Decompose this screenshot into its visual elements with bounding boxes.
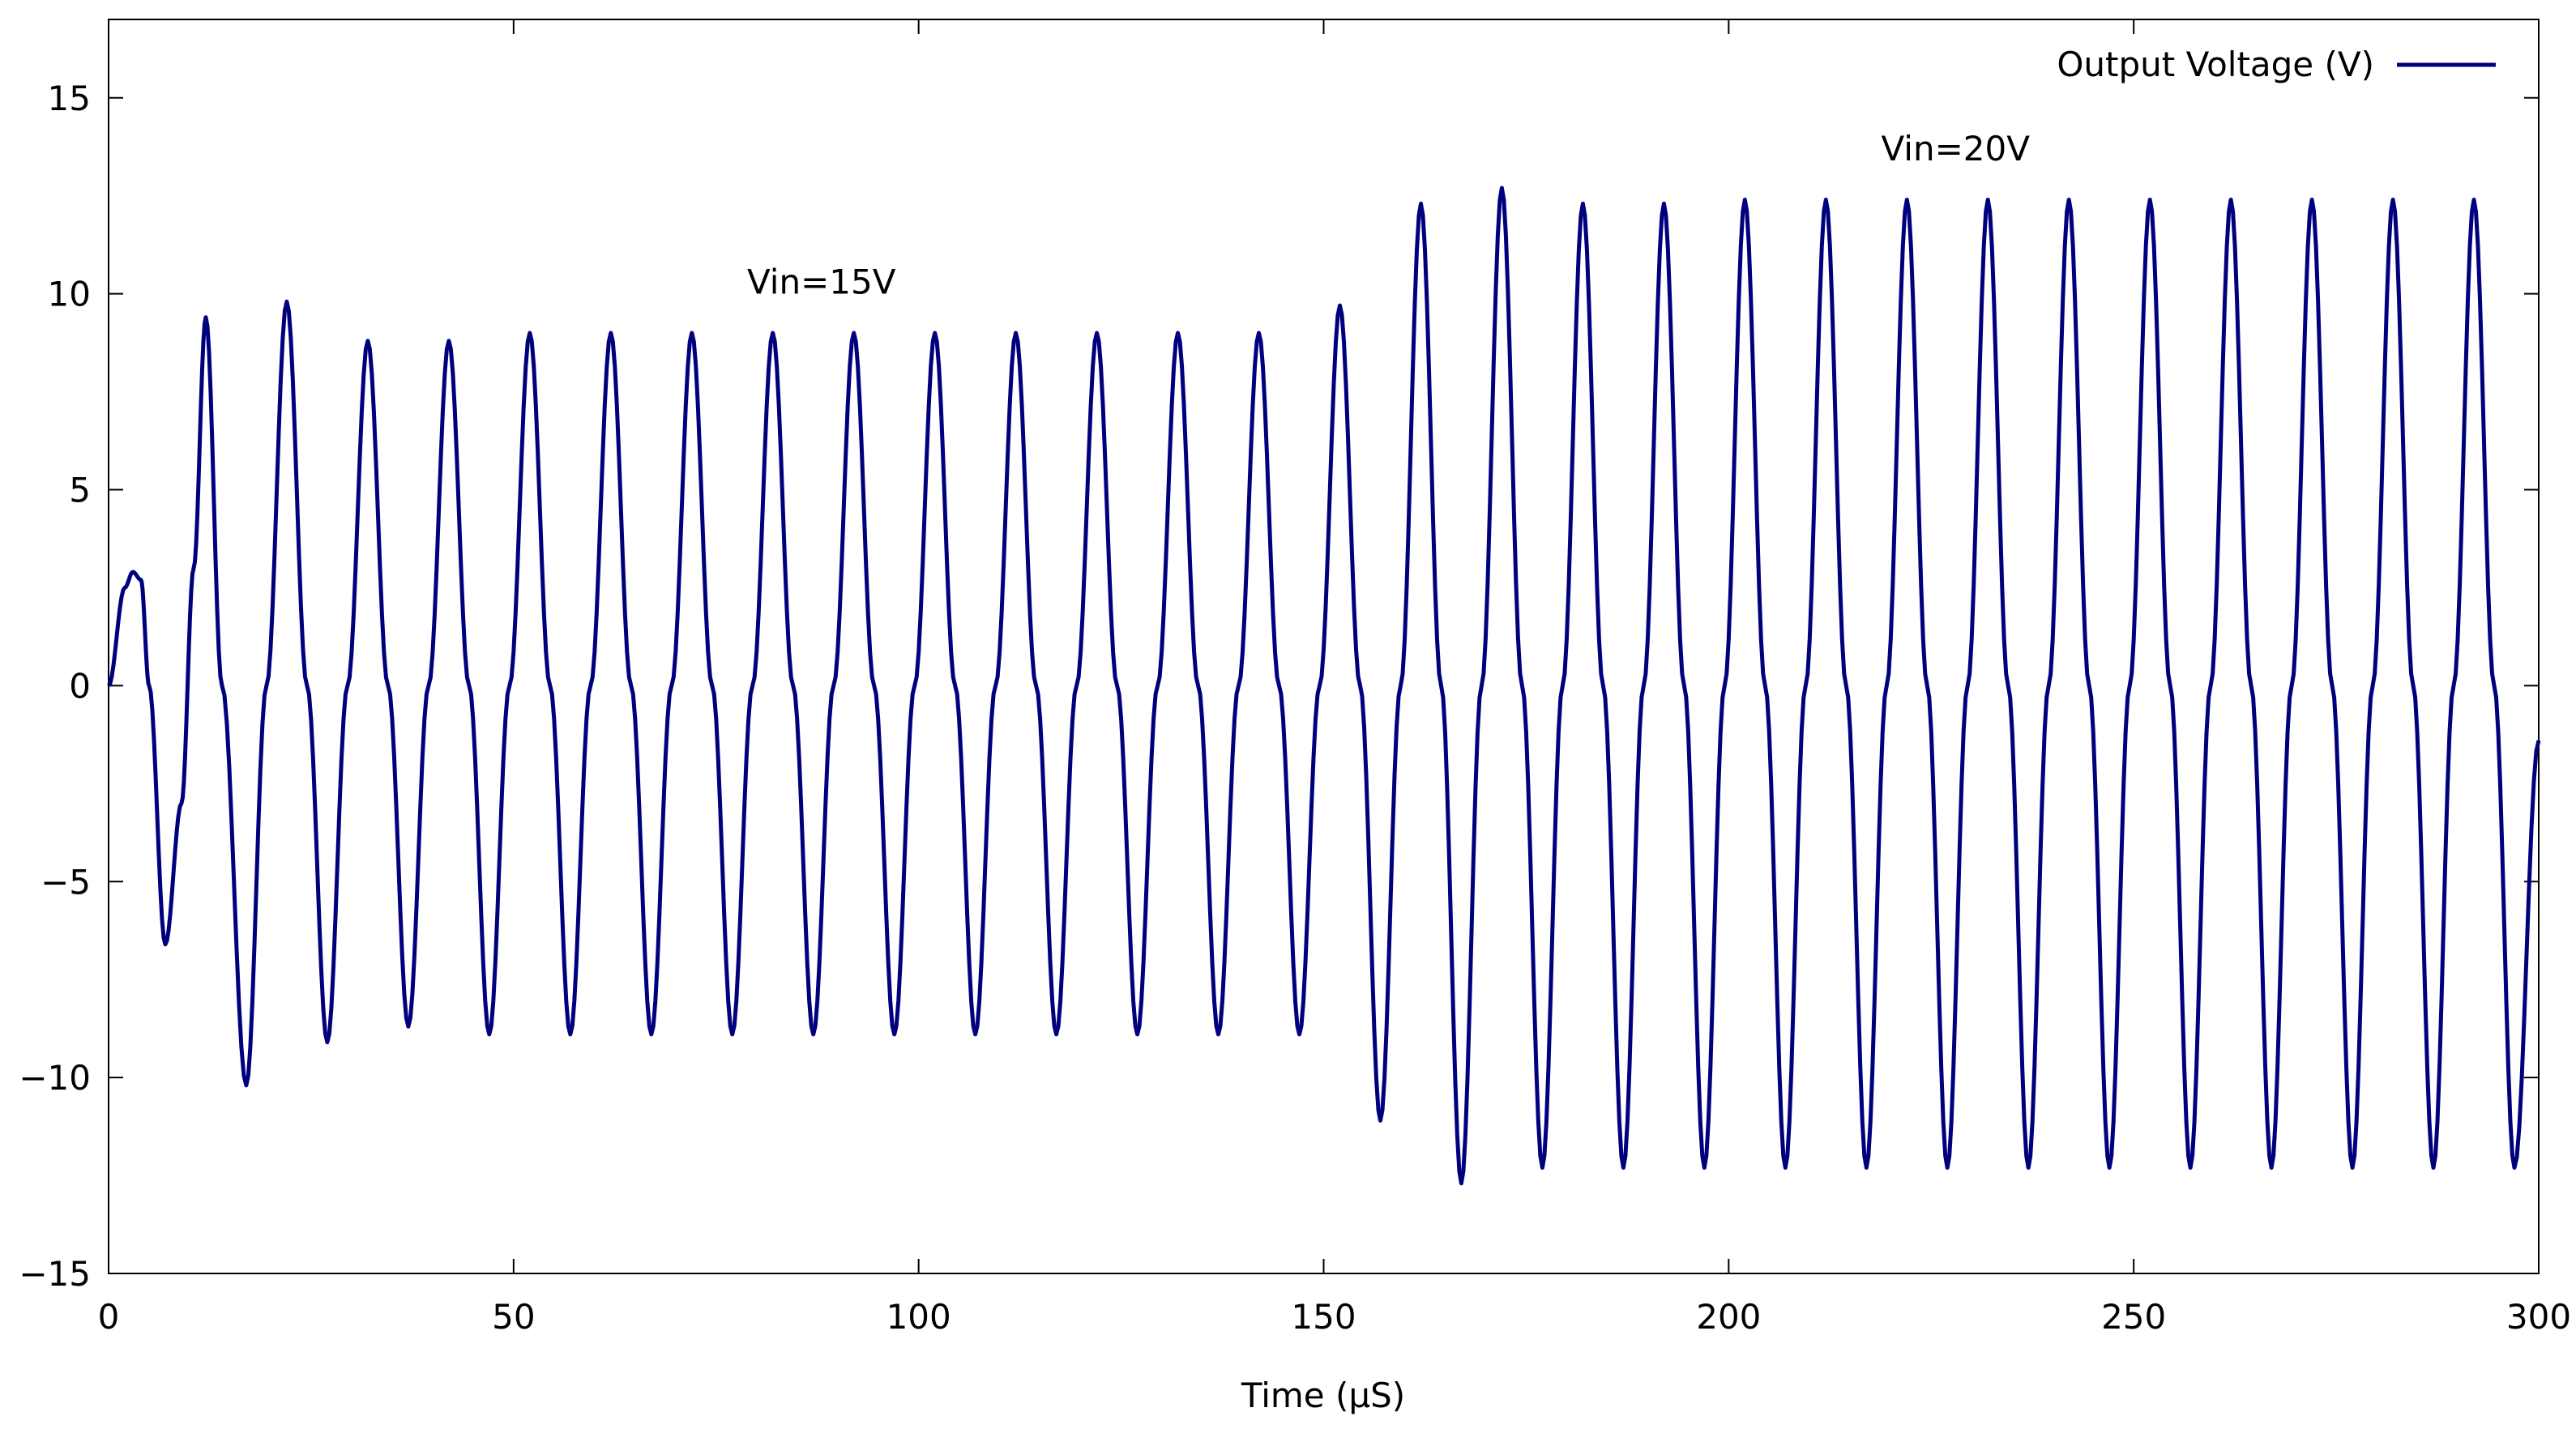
legend: Output Voltage (V) [2057, 45, 2496, 84]
x-axis-label: Time (μS) [1241, 1376, 1405, 1415]
y-tick-label: −10 [19, 1058, 91, 1098]
y-tick-label: 0 [69, 666, 91, 706]
annotation-label: Vin=15V [747, 262, 896, 302]
y-tick-label: 5 [69, 471, 91, 510]
x-tick-label: 300 [2506, 1297, 2571, 1337]
x-tick-label: 250 [2101, 1297, 2166, 1337]
y-tick-label: 10 [48, 275, 91, 314]
x-tick-label: 150 [1291, 1297, 1356, 1337]
x-tick-label: 100 [886, 1297, 951, 1337]
axis-ticks [108, 19, 2540, 1274]
legend-label: Output Voltage (V) [2057, 45, 2374, 84]
x-tick-label: 50 [492, 1297, 535, 1337]
annotations-layer: Vin=15V Vin=20V [747, 129, 2030, 301]
x-tick-label: 0 [98, 1297, 120, 1337]
y-tick-label: −15 [19, 1254, 91, 1294]
axis-tick-labels: 0 50 100 150 200 250 300 −15 −10 −5 0 5 10 15 [19, 79, 2571, 1337]
x-tick-label: 200 [1696, 1297, 1761, 1337]
series-line [106, 186, 2541, 1186]
series-layer [106, 186, 2541, 1186]
annotation-label: Vin=20V [1882, 129, 2031, 168]
y-tick-label: 15 [48, 79, 91, 118]
y-tick-label: −5 [41, 862, 91, 902]
